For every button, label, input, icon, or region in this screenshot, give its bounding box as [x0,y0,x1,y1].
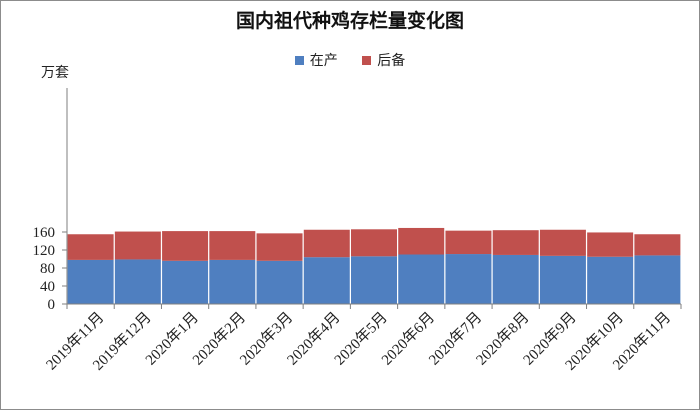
legend-label-in-production: 在产 [309,53,338,69]
bar-in-production [398,254,445,304]
y-tick-label: 160 [33,225,56,241]
bar-in-production [351,256,397,304]
bar-reserve [351,229,397,257]
bar-in-production [634,255,681,304]
y-tick-label: 0 [48,297,56,313]
bar-in-production [162,260,209,304]
y-tick-label: 80 [40,261,55,277]
bar-reserve [492,230,539,255]
legend-label-reserve: 后备 [377,53,406,69]
bar-reserve [634,234,681,256]
y-tick-label: 120 [33,243,56,259]
y-tick-label: 40 [40,279,55,295]
bar-in-production [492,254,539,304]
bar-reserve [445,230,492,255]
bar-reserve [398,227,445,255]
legend-swatch-in-production [294,55,304,65]
bar-in-production [114,259,161,304]
bar-reserve [209,231,256,260]
bar-reserve [67,234,114,260]
legend-item-in-production: 在产 [294,50,338,70]
bar-in-production [303,257,350,304]
bar-in-production [587,256,634,304]
chart-title: 国内祖代种鸡存栏量变化图 [235,10,464,32]
bar-in-production [209,259,256,304]
bar-in-production [445,254,492,304]
bar-in-production [539,255,586,304]
y-axis-unit: 万套 [41,65,69,81]
bar-reserve [587,232,634,257]
legend-item-reserve: 后备 [362,50,405,70]
bar-in-production [67,259,114,304]
bar-reserve [256,233,303,261]
legend-swatch-reserve [362,55,372,65]
bar-in-production [256,260,303,304]
legend: 在产 后备 [0,50,700,70]
bar-reserve [114,231,161,260]
bar-reserve [162,231,209,261]
bar-reserve [539,229,586,256]
bar-reserve [303,229,350,258]
